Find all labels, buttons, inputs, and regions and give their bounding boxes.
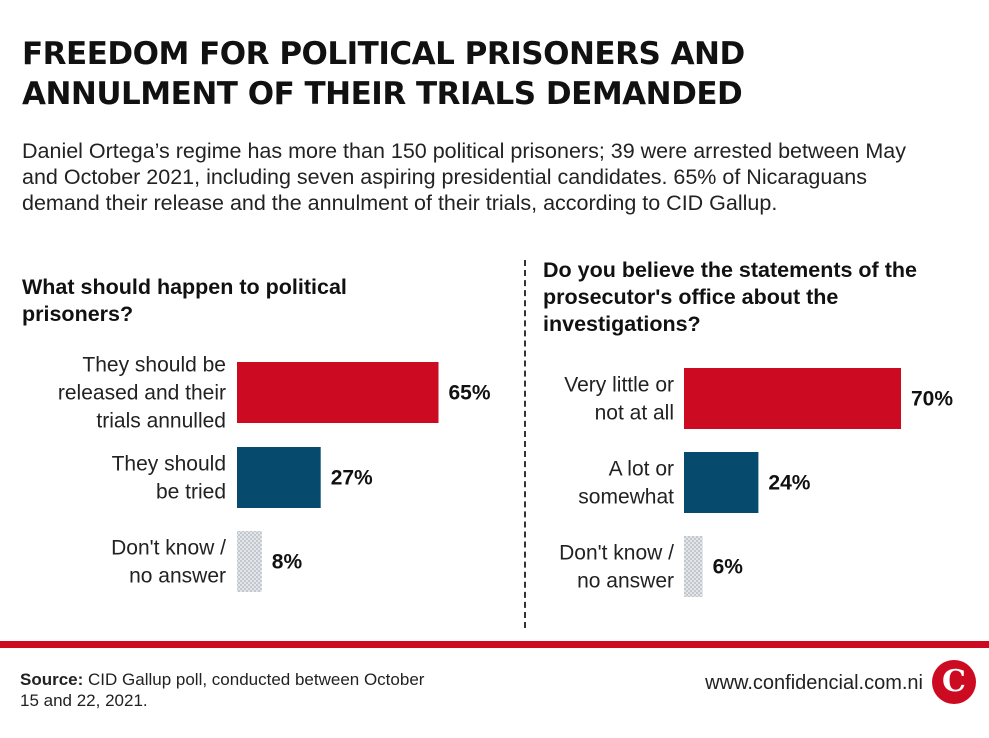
right-bar-1 [684, 368, 901, 429]
left-value-label-3: 8% [272, 551, 303, 574]
left-category-label-2: They should be tried [112, 453, 226, 504]
source-label: Source: [20, 670, 84, 689]
right-value-label-3: 6% [713, 556, 744, 579]
confidencial-logo: C [932, 660, 976, 704]
right-value-label-1: 70% [911, 388, 953, 411]
right-category-label-1: Very little or not at all [564, 374, 674, 425]
left-category-label-3: Don't know / no answer [111, 537, 226, 588]
left-chart-question: What should happen to political prisoner… [22, 275, 347, 326]
right-chart-question: Do you believe the statements of the pro… [543, 258, 917, 336]
source-note: Source: CID Gallup poll, conducted betwe… [20, 669, 440, 711]
footer-rule [0, 641, 989, 648]
right-category-label-2: A lot or somewhat [578, 458, 674, 509]
source-text: CID Gallup poll, conducted between Octob… [20, 670, 425, 710]
right-value-label-2: 24% [768, 472, 810, 495]
left-category-label-1: They should be released and their trials a… [58, 354, 226, 433]
right-bar-3 [684, 536, 703, 597]
right-category-label-3: Don't know / no answer [559, 542, 674, 593]
chart-title: FREEDOM FOR POLITICAL PRISONERS AND ANNU… [22, 36, 745, 112]
left-bar-2 [237, 447, 321, 508]
website-link[interactable]: www.confidencial.com.ni [705, 672, 923, 694]
bar-charts: 65% They should be released and their trial… [58, 354, 953, 597]
chart-divider [524, 260, 526, 628]
left-value-label-2: 27% [331, 467, 373, 490]
left-bar-1 [237, 362, 439, 423]
left-bar-3 [237, 531, 262, 592]
right-bar-2 [684, 452, 759, 513]
left-value-label-1: 65% [449, 382, 491, 405]
chart-subtitle: Daniel Ortega’s regime has more than 150… [22, 139, 906, 215]
